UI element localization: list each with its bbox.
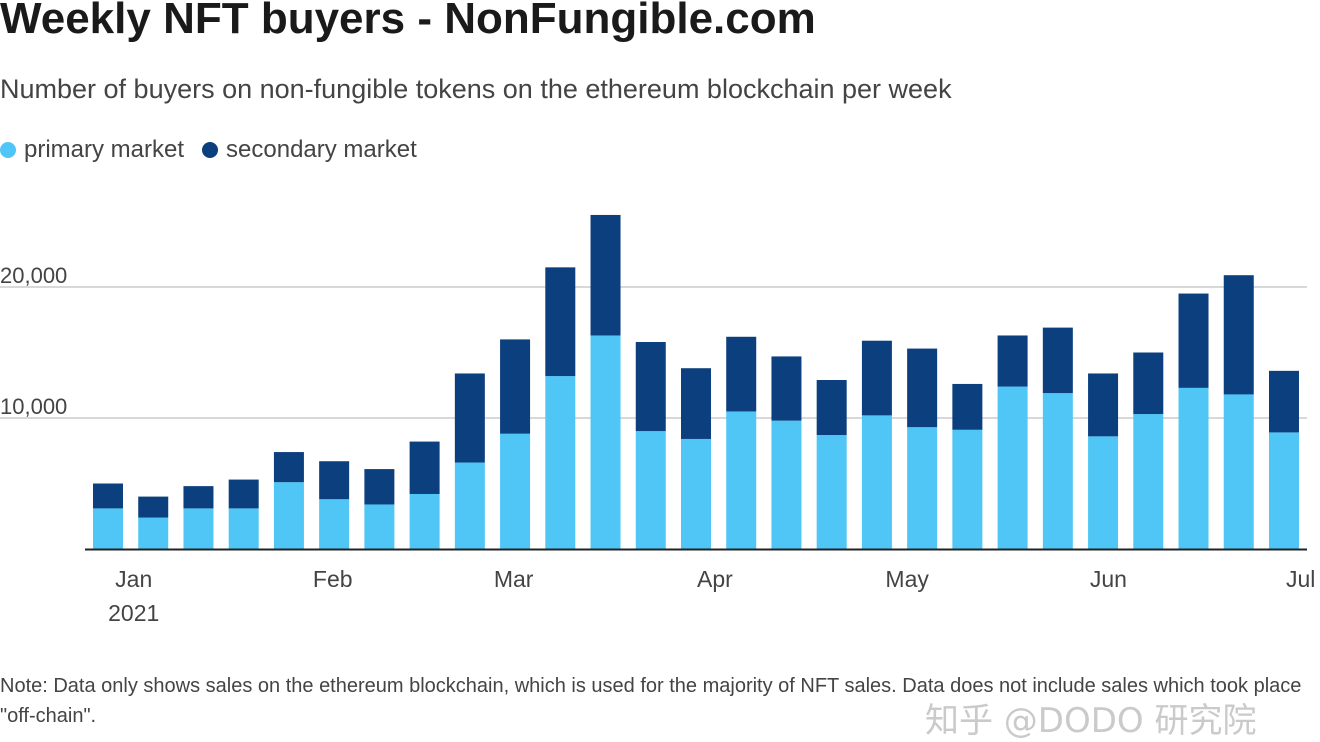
bar-secondary-market	[590, 214, 621, 336]
legend-item-primary: primary market	[0, 136, 184, 164]
bar-secondary-market	[861, 340, 892, 416]
bar-secondary-market	[907, 348, 938, 428]
bar-secondary-market	[93, 483, 123, 509]
bar-primary-market	[1178, 387, 1209, 549]
bar-secondary-market	[1042, 327, 1073, 394]
bar-primary-market	[138, 517, 169, 549]
bar-secondary-market	[545, 267, 576, 377]
x-tick-label: Apr	[697, 566, 733, 592]
y-tick-label: 10,000	[0, 394, 67, 419]
bar-primary-market	[907, 427, 938, 549]
bar-secondary-market	[319, 461, 350, 500]
y-tick-label: 20,000	[0, 263, 67, 288]
bar-primary-market	[590, 335, 621, 549]
bar-secondary-market	[1178, 293, 1209, 388]
x-tick-label: Mar	[494, 566, 534, 592]
bar-primary-market	[500, 433, 531, 549]
bar-secondary-market	[273, 452, 304, 483]
legend: primary market secondary market	[0, 136, 417, 164]
bar-primary-market	[319, 499, 350, 549]
bar-primary-market	[726, 411, 757, 549]
bar-primary-market	[93, 508, 123, 549]
chart-subtitle: Number of buyers on non-fungible tokens …	[0, 74, 952, 104]
footnote: Note: Data only shows sales on the ether…	[0, 675, 1302, 727]
x-tick-label: Jan	[115, 566, 152, 592]
bar-primary-market	[545, 376, 576, 549]
bar-primary-market	[952, 429, 983, 549]
bar-primary-market	[1042, 393, 1073, 549]
bar-primary-market	[1133, 414, 1164, 549]
x-tick-year-label: 2021	[108, 600, 159, 626]
bar-primary-market	[1223, 394, 1254, 549]
bar-primary-market	[1268, 432, 1299, 549]
bar-secondary-market	[409, 441, 440, 494]
bar-secondary-market	[952, 383, 983, 430]
bar-secondary-market	[1133, 352, 1164, 415]
bar-secondary-market	[771, 356, 802, 421]
bar-secondary-market	[138, 496, 169, 518]
bar-primary-market	[816, 435, 847, 549]
bar-primary-market	[1088, 436, 1119, 549]
legend-label-secondary: secondary market	[226, 136, 417, 163]
bar-secondary-market	[726, 336, 757, 412]
bar-secondary-market	[680, 368, 711, 439]
bar-secondary-market	[228, 479, 259, 509]
legend-item-secondary: secondary market	[202, 136, 417, 164]
legend-swatch-secondary	[202, 142, 219, 158]
x-tick-label: May	[885, 566, 929, 592]
bar-primary-market	[771, 420, 802, 549]
bar-primary-market	[409, 493, 440, 549]
bar-primary-market	[273, 482, 304, 549]
bar-primary-market	[861, 415, 892, 549]
bar-secondary-market	[997, 335, 1028, 387]
bar-primary-market	[635, 431, 666, 549]
bar-primary-market	[454, 462, 485, 549]
x-tick-label: Jul	[1286, 566, 1315, 592]
watermark: 知乎 @DODO 研究院	[925, 701, 1257, 741]
bar-secondary-market	[454, 373, 485, 463]
bar-primary-market	[228, 508, 259, 549]
bar-secondary-market	[364, 469, 395, 505]
bar-secondary-market	[816, 380, 847, 436]
chart-title: Weekly NFT buyers - NonFungible.com	[0, 0, 816, 43]
bar-secondary-market	[1223, 275, 1254, 395]
x-tick-label: Jun	[1090, 566, 1127, 592]
bar-secondary-market	[1088, 373, 1119, 437]
bar-primary-market	[364, 504, 395, 549]
bar-secondary-market	[183, 486, 214, 509]
bar-secondary-market	[635, 342, 666, 432]
bar-primary-market	[997, 386, 1028, 549]
legend-label-primary: primary market	[24, 136, 185, 163]
bar-secondary-market	[1268, 370, 1299, 433]
x-tick-label: Feb	[313, 566, 353, 592]
bar-primary-market	[680, 438, 711, 549]
bar-secondary-market	[500, 339, 531, 434]
legend-swatch-primary	[0, 142, 16, 158]
bar-primary-market	[183, 508, 214, 549]
